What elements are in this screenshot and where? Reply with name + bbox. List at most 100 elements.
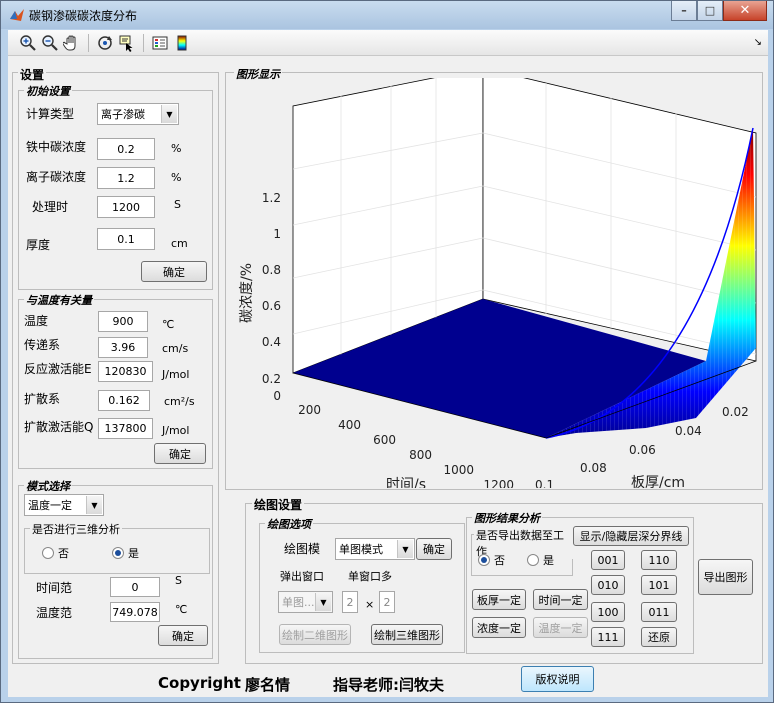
treatment-time-input[interactable]: 1200 bbox=[97, 196, 155, 218]
temperature-input[interactable]: 900 bbox=[98, 311, 148, 332]
initial-settings-title: 初始设置 bbox=[24, 83, 72, 99]
advisor-text: 指导老师:闫牧夫 bbox=[333, 676, 444, 694]
export-yes-radio[interactable]: 是 bbox=[527, 552, 554, 568]
copyright-info-button[interactable]: 版权说明 bbox=[521, 666, 594, 692]
treatment-time-label: 处理时 bbox=[32, 200, 69, 214]
ion-carbon-unit: % bbox=[171, 171, 182, 184]
z-tick: 0.2 bbox=[262, 372, 281, 386]
y-axis-label: 板厚/cm bbox=[631, 475, 685, 488]
radio-icon bbox=[42, 547, 54, 559]
treatment-time-unit: S bbox=[174, 198, 181, 211]
temperature-label: 温度 bbox=[24, 314, 49, 328]
x-tick: 1200 bbox=[483, 478, 514, 488]
diffusion-coef-input[interactable]: 0.162 bbox=[98, 390, 150, 411]
diffusion-coef-label: 扩散系 bbox=[24, 392, 61, 406]
view-011-button[interactable]: 011 bbox=[641, 602, 677, 622]
mode-confirm-button[interactable]: 确定 bbox=[158, 625, 208, 646]
mode-select[interactable]: 温度一定 ▼ bbox=[24, 494, 104, 516]
window-controls: – □ ✕ bbox=[671, 1, 767, 21]
thickness-label: 厚度 bbox=[26, 238, 51, 252]
fe-carbon-unit: % bbox=[171, 142, 182, 155]
view-111-button[interactable]: 111 bbox=[591, 627, 625, 647]
analysis-title: 图形结果分析 bbox=[472, 510, 542, 526]
diffusion-energy-unit: J/mol bbox=[162, 424, 190, 437]
ion-carbon-input[interactable]: 1.2 bbox=[97, 167, 155, 189]
temp-fixed-button[interactable]: 温度一定 bbox=[533, 617, 588, 638]
draw-3d-button[interactable]: 绘制三维图形 bbox=[371, 624, 443, 645]
plot-mode-confirm-button[interactable]: 确定 bbox=[416, 538, 452, 560]
x-tick: 400 bbox=[338, 418, 361, 432]
view-010-button[interactable]: 010 bbox=[591, 575, 625, 595]
z-tick: 0.4 bbox=[262, 335, 281, 349]
surface-floor bbox=[293, 299, 706, 438]
temperature-confirm-button[interactable]: 确定 bbox=[154, 443, 206, 464]
three-d-no-radio[interactable]: 否 bbox=[42, 545, 69, 561]
author-text: 廖名情 bbox=[245, 676, 291, 694]
initial-confirm-button[interactable]: 确定 bbox=[141, 261, 207, 282]
fe-carbon-input[interactable]: 0.2 bbox=[97, 138, 155, 160]
x-tick: 200 bbox=[298, 403, 321, 417]
toolbar-dock-icon[interactable]: ↘ bbox=[753, 37, 762, 48]
view-110-button[interactable]: 110 bbox=[641, 550, 677, 570]
temp-range-unit: ℃ bbox=[175, 603, 188, 616]
time-fixed-button[interactable]: 时间一定 bbox=[533, 589, 588, 610]
maximize-icon: □ bbox=[704, 4, 716, 17]
maximize-button[interactable]: □ bbox=[697, 1, 723, 21]
ion-carbon-label: 离子碳浓度 bbox=[26, 170, 87, 184]
view-101-button[interactable]: 101 bbox=[641, 575, 677, 595]
z-tick: 0.8 bbox=[262, 263, 281, 277]
export-data-title: 是否导出数据至工作 bbox=[474, 527, 576, 559]
toggle-layer-button[interactable]: 显示/隐藏层深分界线 bbox=[573, 526, 689, 546]
restore-view-button[interactable]: 还原 bbox=[641, 627, 677, 647]
y-tick: 0.1 bbox=[535, 478, 554, 488]
pan-tool[interactable] bbox=[62, 33, 82, 53]
z-tick: 1.2 bbox=[262, 191, 281, 205]
client-area: ↘ 设置 初始设置 计算类型 离子渗碳 ▼ 铁中碳浓度 0.2 % 离子碳浓度 … bbox=[8, 30, 768, 697]
graph-panel bbox=[225, 72, 763, 490]
transfer-coef-input[interactable]: 3.96 bbox=[98, 337, 148, 358]
temp-range-input[interactable]: 749.078 bbox=[110, 602, 160, 622]
diffusion-energy-input[interactable]: 137800 bbox=[98, 418, 153, 439]
z-tick: 1 bbox=[273, 227, 281, 241]
zoom-out-tool[interactable] bbox=[40, 33, 60, 53]
x-tick: 1000 bbox=[443, 463, 474, 477]
draw-2d-button[interactable]: 绘制二维图形 bbox=[279, 624, 351, 645]
three-d-title: 是否进行三维分析 bbox=[30, 521, 122, 537]
diffusion-coef-unit: cm²/s bbox=[164, 395, 195, 408]
export-figure-button[interactable]: 导出图形 bbox=[698, 559, 753, 595]
title-bar[interactable]: 碳钢渗碳碳浓度分布 – □ ✕ bbox=[1, 1, 773, 29]
three-d-yes-radio[interactable]: 是 bbox=[112, 545, 139, 561]
view-001-button[interactable]: 001 bbox=[591, 550, 625, 570]
minimize-icon: – bbox=[681, 4, 687, 17]
thickness-input[interactable]: 0.1 bbox=[97, 228, 155, 250]
colorbar-icon bbox=[177, 35, 187, 51]
close-button[interactable]: ✕ bbox=[723, 1, 767, 21]
data-cursor-tool[interactable] bbox=[117, 33, 137, 53]
view-100-button[interactable]: 100 bbox=[591, 602, 625, 622]
temperature-group-title: 与温度有关量 bbox=[24, 292, 94, 308]
data-cursor-icon bbox=[119, 35, 133, 52]
reaction-energy-input[interactable]: 120830 bbox=[98, 361, 153, 382]
y-tick: 0.08 bbox=[580, 461, 607, 475]
legend-icon bbox=[152, 36, 168, 50]
plot-settings-panel bbox=[245, 503, 763, 664]
subplot-cols-input[interactable]: 2 bbox=[379, 591, 395, 613]
x-tick: 800 bbox=[409, 448, 432, 462]
plot-mode-select[interactable]: 单图模式 ▼ bbox=[335, 538, 415, 560]
conc-fixed-button[interactable]: 浓度一定 bbox=[472, 617, 526, 638]
concentration-surface-plot[interactable]: 1.2 1 0.8 0.6 0.4 0.2 0 200 400 600 800 … bbox=[226, 78, 762, 488]
plate-fixed-button[interactable]: 板厚一定 bbox=[472, 589, 526, 610]
calc-type-select[interactable]: 离子渗碳 ▼ bbox=[97, 103, 179, 125]
subplot-select[interactable]: 单图... ▼ bbox=[278, 591, 333, 613]
insert-colorbar-tool[interactable] bbox=[172, 33, 192, 53]
y-tick: 0.06 bbox=[629, 443, 656, 457]
minimize-button[interactable]: – bbox=[671, 1, 697, 21]
time-range-input[interactable]: 0 bbox=[110, 577, 160, 597]
zoom-in-tool[interactable] bbox=[18, 33, 38, 53]
subplot-rows-input[interactable]: 2 bbox=[342, 591, 358, 613]
zoom-in-icon bbox=[20, 35, 36, 51]
rotate-3d-tool[interactable] bbox=[95, 33, 115, 53]
insert-legend-tool[interactable] bbox=[150, 33, 170, 53]
export-no-radio[interactable]: 否 bbox=[478, 552, 505, 568]
toolbar-separator bbox=[88, 34, 89, 52]
